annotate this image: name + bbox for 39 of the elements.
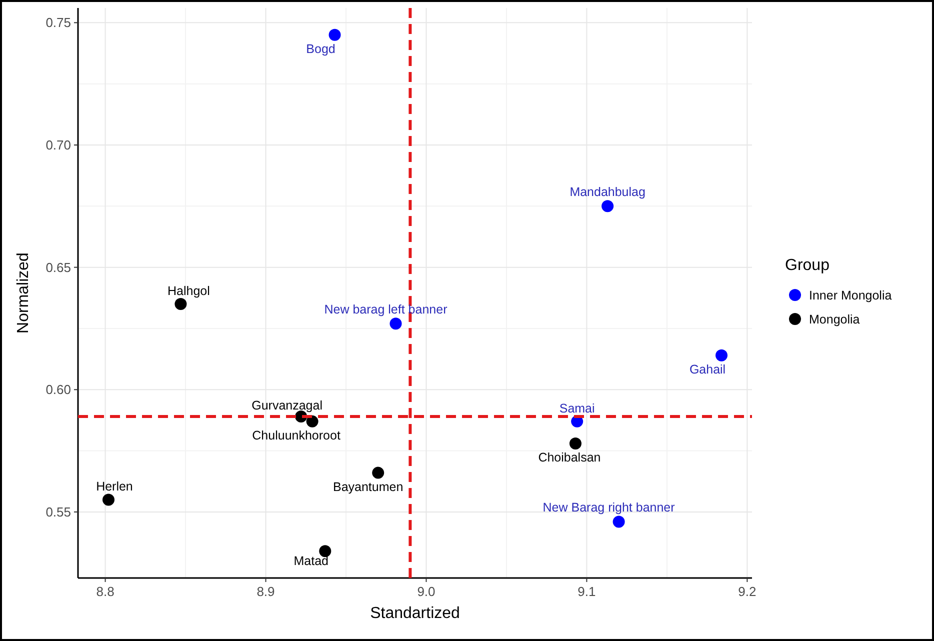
annotation: Matad [294, 554, 329, 568]
point [390, 318, 402, 330]
annotation: Mandahbulag [570, 185, 646, 200]
point [602, 200, 614, 212]
point [174, 298, 187, 310]
annotation: Bayantumen [332, 480, 404, 494]
annotation: Gurvanzagal [252, 398, 322, 413]
x-tick-label: 9.1 [578, 584, 596, 599]
y-tick-label: 0.65 [46, 260, 71, 275]
annotation: Gahail [689, 362, 726, 376]
x-tick-label: 8.8 [96, 584, 114, 599]
annotation: Chuluunkhoroot [252, 428, 341, 442]
annotation: Samai [559, 401, 595, 416]
x-tick-label: 9.0 [417, 584, 436, 599]
annotation: New Barag right banner [542, 500, 675, 515]
x-axis-title: Standartized [370, 605, 460, 622]
point [716, 349, 728, 362]
y-tick-label: 0.70 [46, 137, 71, 152]
x-tick-label: 8.9 [256, 584, 275, 599]
y-tick-label: 0.60 [46, 382, 71, 398]
point [102, 494, 114, 506]
annotation: New barag left banner [324, 302, 448, 317]
annotation: Choibalsan [538, 450, 601, 464]
x-tick-label: 9.2 [738, 584, 756, 599]
legend-title: Group [785, 257, 830, 274]
y-tick-label: 0.75 [46, 15, 71, 30]
point [612, 516, 625, 528]
legend-label: Mongolia [809, 312, 860, 326]
point [328, 28, 341, 41]
point [306, 415, 318, 428]
y-tick-label: 0.55 [46, 504, 71, 520]
point [569, 437, 582, 450]
legend-label: Inner Mongolia [809, 288, 892, 302]
point [319, 545, 332, 558]
point [372, 466, 384, 479]
annotation: Bogd [306, 42, 336, 56]
annotation: Halhgol [168, 284, 210, 298]
y-axis-title: Normalized [15, 252, 32, 334]
annotation: Herlen [96, 480, 133, 494]
